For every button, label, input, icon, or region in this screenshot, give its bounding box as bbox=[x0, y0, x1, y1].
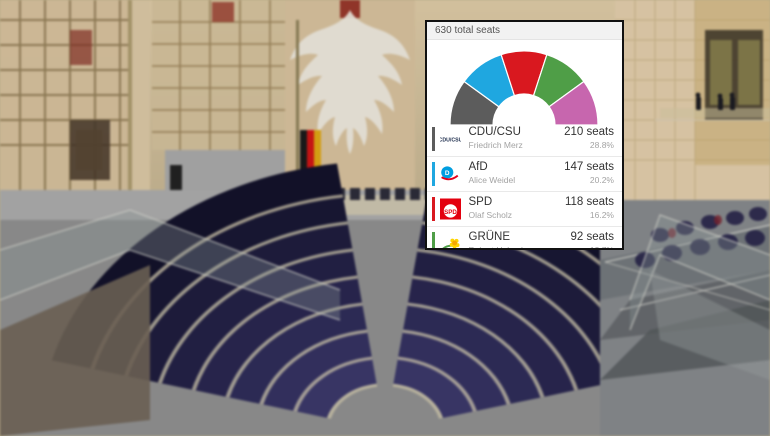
svg-text:D: D bbox=[444, 170, 449, 177]
svg-text:CDU/CSU: CDU/CSU bbox=[440, 138, 461, 144]
svg-text:SPD: SPD bbox=[444, 209, 457, 216]
